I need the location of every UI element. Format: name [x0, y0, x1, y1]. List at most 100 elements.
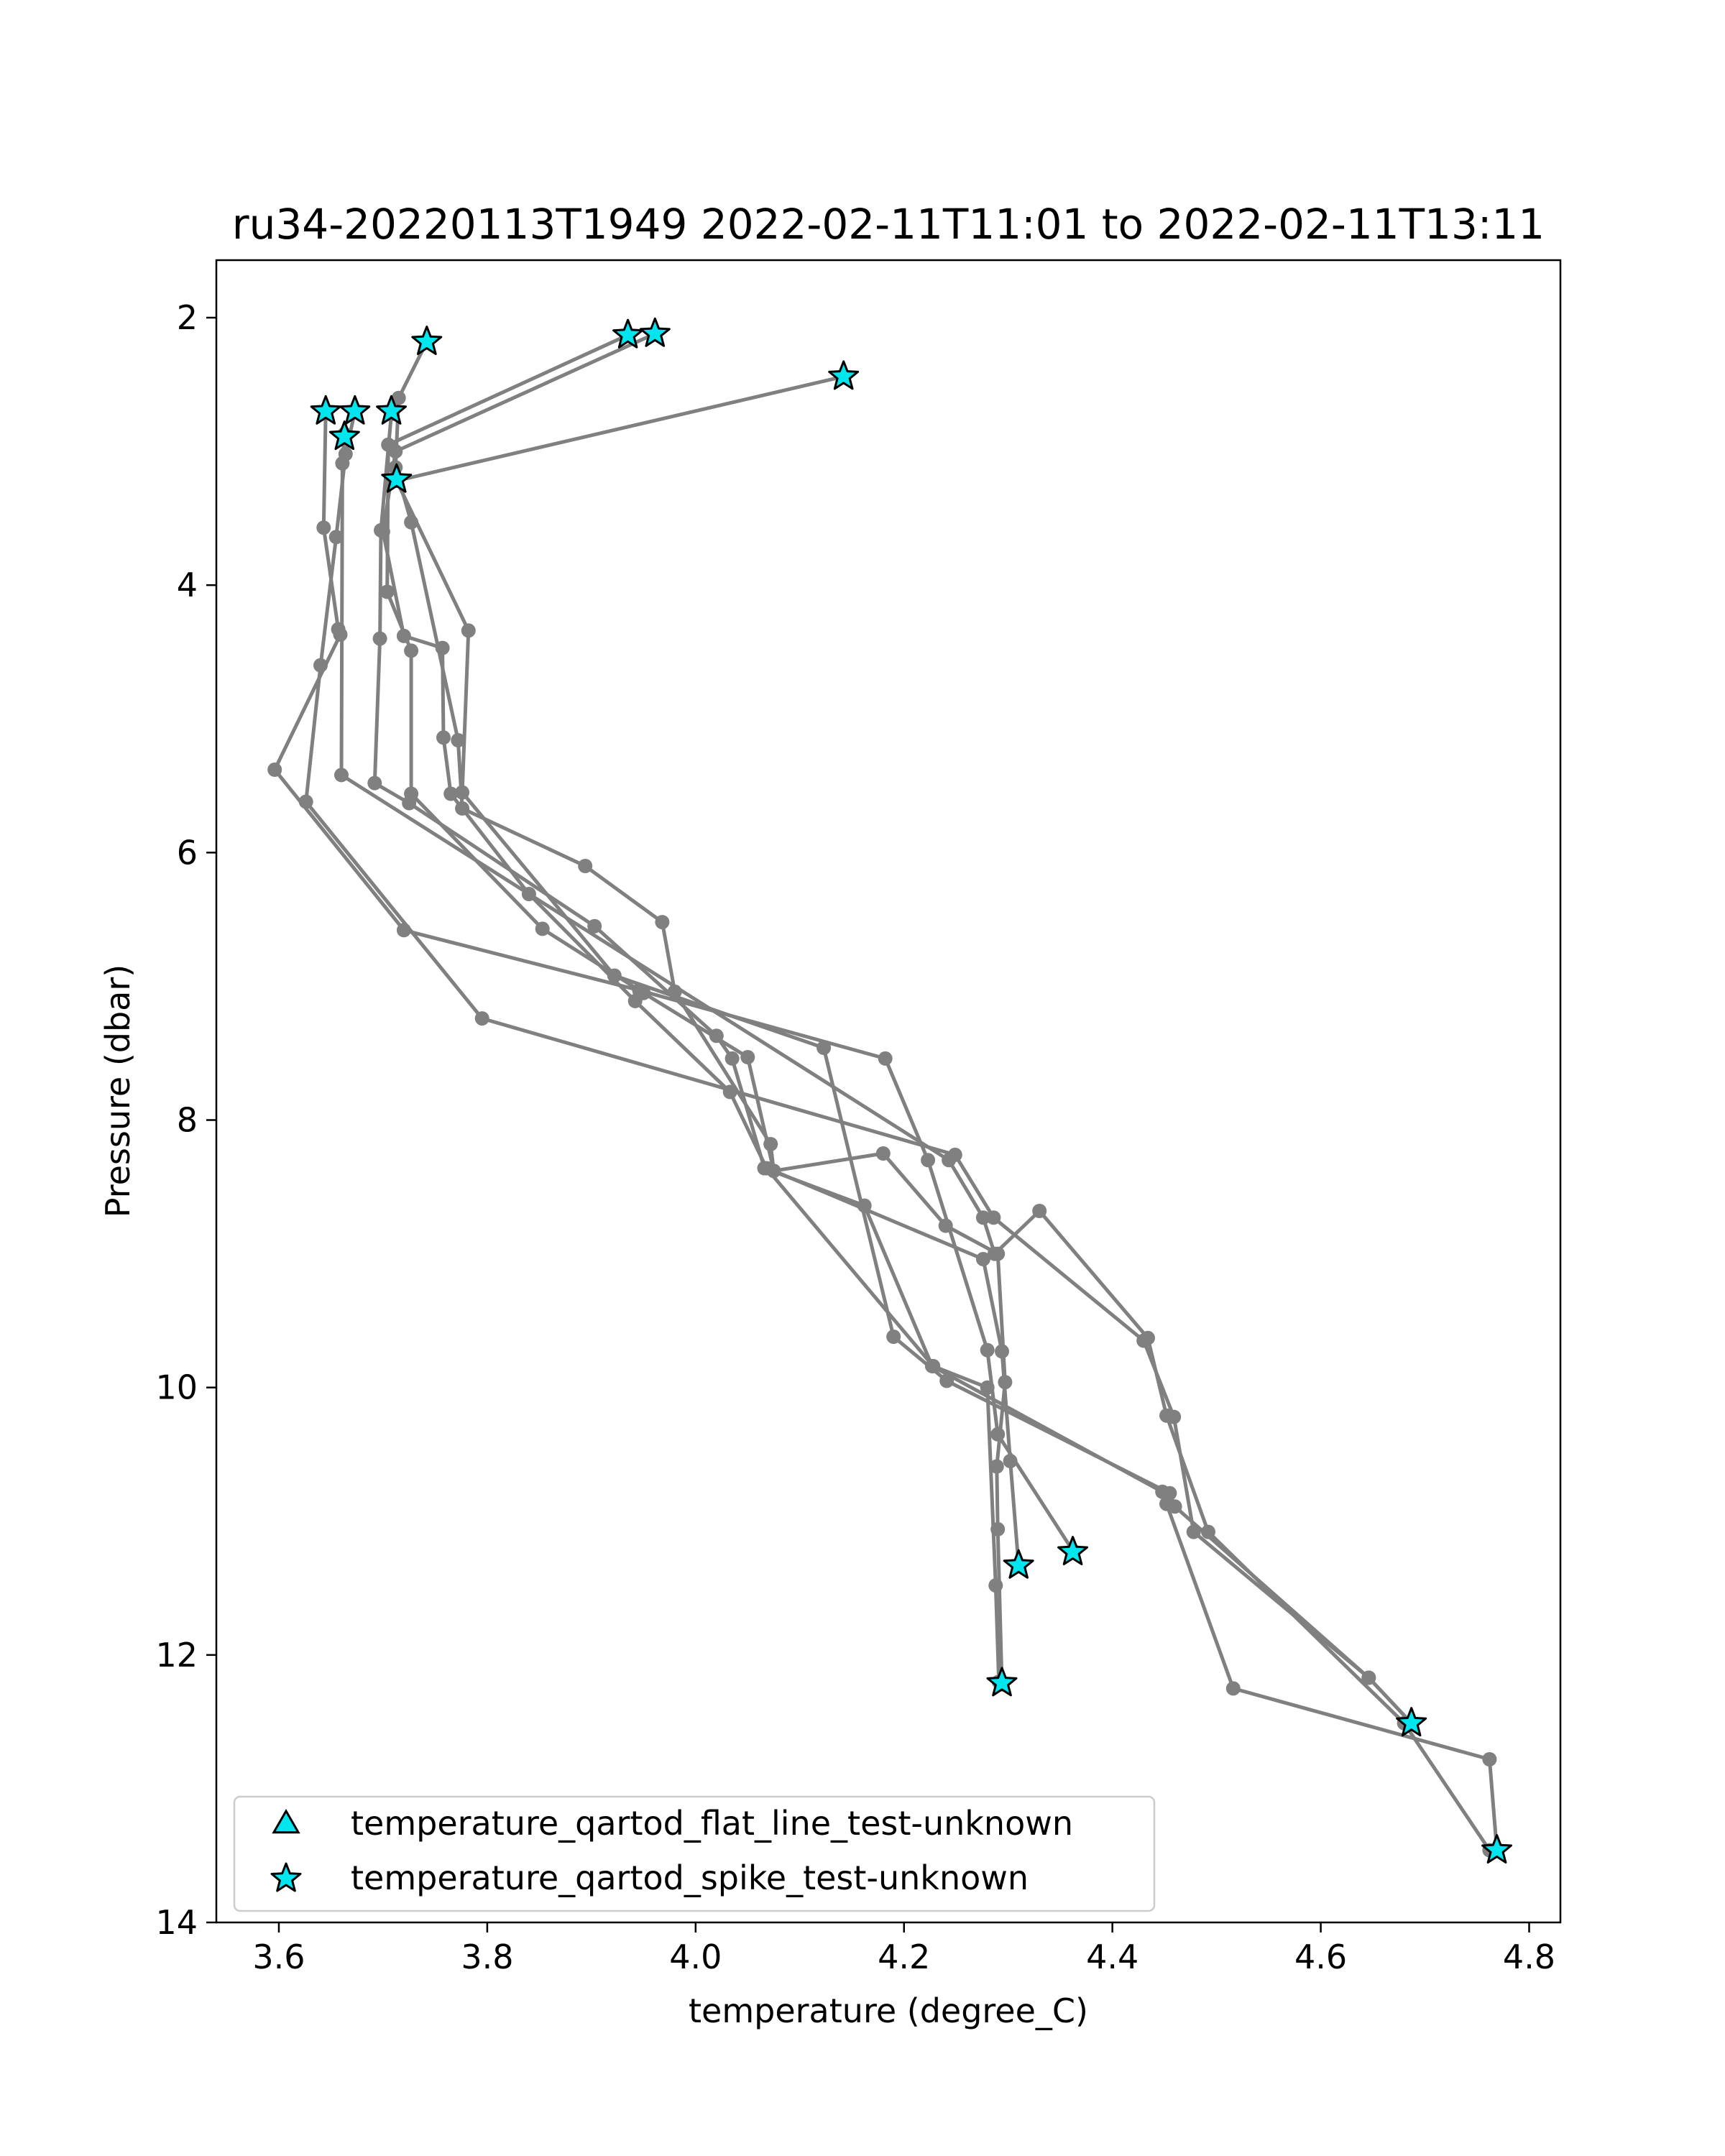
- y-tick-label: 8: [177, 1101, 198, 1140]
- profile-point: [461, 623, 476, 638]
- plot-data-layer: [267, 317, 1512, 1864]
- profile-point: [980, 1380, 995, 1395]
- x-tick-label: 4.2: [878, 1938, 930, 1976]
- spike-flag-marker: [376, 395, 407, 425]
- profile-point: [372, 631, 387, 646]
- legend-triangle-marker: [272, 1808, 300, 1834]
- profile-point: [724, 1051, 740, 1066]
- profile-point: [396, 923, 411, 938]
- profile-line-5: [272, 411, 1075, 1552]
- profile-point: [986, 1210, 1001, 1225]
- x-tick-label: 4.6: [1294, 1938, 1347, 1976]
- profile-point: [709, 1028, 724, 1044]
- profile-point: [316, 520, 331, 535]
- x-tick-label: 4.0: [669, 1938, 722, 1976]
- profile-point: [975, 1252, 990, 1266]
- spike-flag-marker: [828, 360, 860, 390]
- legend-star-marker: [270, 1862, 302, 1892]
- y-axis-label: Pressure (dbar): [98, 964, 137, 1217]
- profile-point: [667, 984, 682, 999]
- spike-flag-marker: [612, 318, 644, 349]
- profile-point: [435, 640, 450, 655]
- profile-line-8: [372, 413, 1499, 1851]
- profile-point: [388, 444, 403, 459]
- profile-point: [404, 515, 419, 530]
- profile-point: [391, 390, 406, 405]
- profile-point: [995, 1344, 1009, 1359]
- profile-point: [1201, 1524, 1215, 1539]
- profile-line-4: [395, 374, 1413, 1725]
- spike-flag-marker: [310, 395, 341, 425]
- profile-point: [938, 1218, 953, 1233]
- chart-title: ru34-20220113T1949 2022-02-11T11:01 to 2…: [232, 200, 1545, 249]
- y-tick-label: 10: [155, 1368, 198, 1407]
- spike-flag-marker: [1003, 1549, 1034, 1579]
- profile-point: [942, 1153, 957, 1168]
- profile-point: [402, 796, 417, 811]
- profile-point: [474, 1011, 489, 1026]
- profile-point: [367, 775, 382, 791]
- profile-point: [521, 887, 536, 901]
- x-axis: 3.6 3.8 4.0 4.2 4.4 4.6 4.8: [252, 1922, 1555, 1976]
- spike-flag-marker: [1396, 1707, 1427, 1737]
- profile-point: [380, 584, 395, 599]
- profile-point: [632, 983, 647, 998]
- profile-point: [655, 915, 670, 930]
- profile-line-7: [339, 433, 1491, 1851]
- profile-point: [886, 1330, 901, 1344]
- profile-line-6: [304, 410, 1413, 1725]
- profile-point: [404, 643, 419, 658]
- profile-point: [535, 921, 550, 936]
- spike-flag-marker: [328, 420, 360, 451]
- profile-point: [921, 1153, 936, 1168]
- x-tick-label: 4.4: [1086, 1938, 1138, 1976]
- profile-point: [875, 1146, 891, 1161]
- profile-point: [1141, 1330, 1155, 1345]
- profile-point: [722, 1084, 737, 1100]
- profile-point: [990, 1521, 1006, 1537]
- profile-point: [988, 1578, 1003, 1593]
- profile-point: [1155, 1484, 1170, 1499]
- x-tick-label: 3.8: [461, 1938, 513, 1976]
- profile-point: [333, 627, 348, 642]
- profile-point: [757, 1161, 772, 1176]
- legend-label-spike: temperature_qartod_spike_test-unknown: [351, 1858, 1029, 1897]
- profile-point: [975, 1210, 990, 1225]
- profile-point: [816, 1041, 832, 1055]
- profile-point: [451, 733, 466, 747]
- profile-point: [607, 968, 622, 983]
- profile-point: [334, 768, 349, 783]
- y-tick-label: 6: [177, 833, 198, 872]
- profile-point: [443, 786, 459, 801]
- y-tick-label: 14: [155, 1903, 198, 1942]
- profile-point: [1361, 1670, 1376, 1685]
- y-tick-label: 2: [177, 298, 198, 337]
- profile-point: [578, 859, 593, 873]
- x-axis-label: temperature (degree_C): [689, 1991, 1088, 2030]
- legend-label-flat-line: temperature_qartod_flat_line_test-unknow…: [351, 1804, 1073, 1843]
- y-tick-label: 4: [177, 566, 198, 604]
- profile-point: [298, 794, 313, 809]
- profile-point: [374, 522, 388, 538]
- profile-point: [857, 1198, 872, 1213]
- profile-point: [1482, 1752, 1497, 1766]
- profile-point: [396, 628, 411, 643]
- profile-point: [998, 1375, 1013, 1390]
- legend: temperature_qartod_flat_line_test-unknow…: [233, 1795, 1156, 1912]
- profile-point: [436, 730, 451, 745]
- y-tick-label: 12: [155, 1636, 198, 1674]
- spike-flag-marker: [381, 463, 413, 493]
- spike-flag-marker: [339, 395, 371, 425]
- y-axis: 2 4 6 8 10 12 14: [155, 298, 216, 1942]
- profile-point: [1186, 1524, 1201, 1539]
- profile-point: [924, 1358, 939, 1373]
- profile-point: [335, 456, 350, 471]
- profile-point: [939, 1373, 954, 1388]
- profile-point: [1159, 1408, 1174, 1423]
- spike-flag-marker: [639, 317, 671, 347]
- plot-frame: [215, 259, 1562, 1924]
- profile-point: [763, 1137, 778, 1151]
- profile-point: [328, 530, 344, 545]
- profile-line-2: [385, 333, 1007, 1685]
